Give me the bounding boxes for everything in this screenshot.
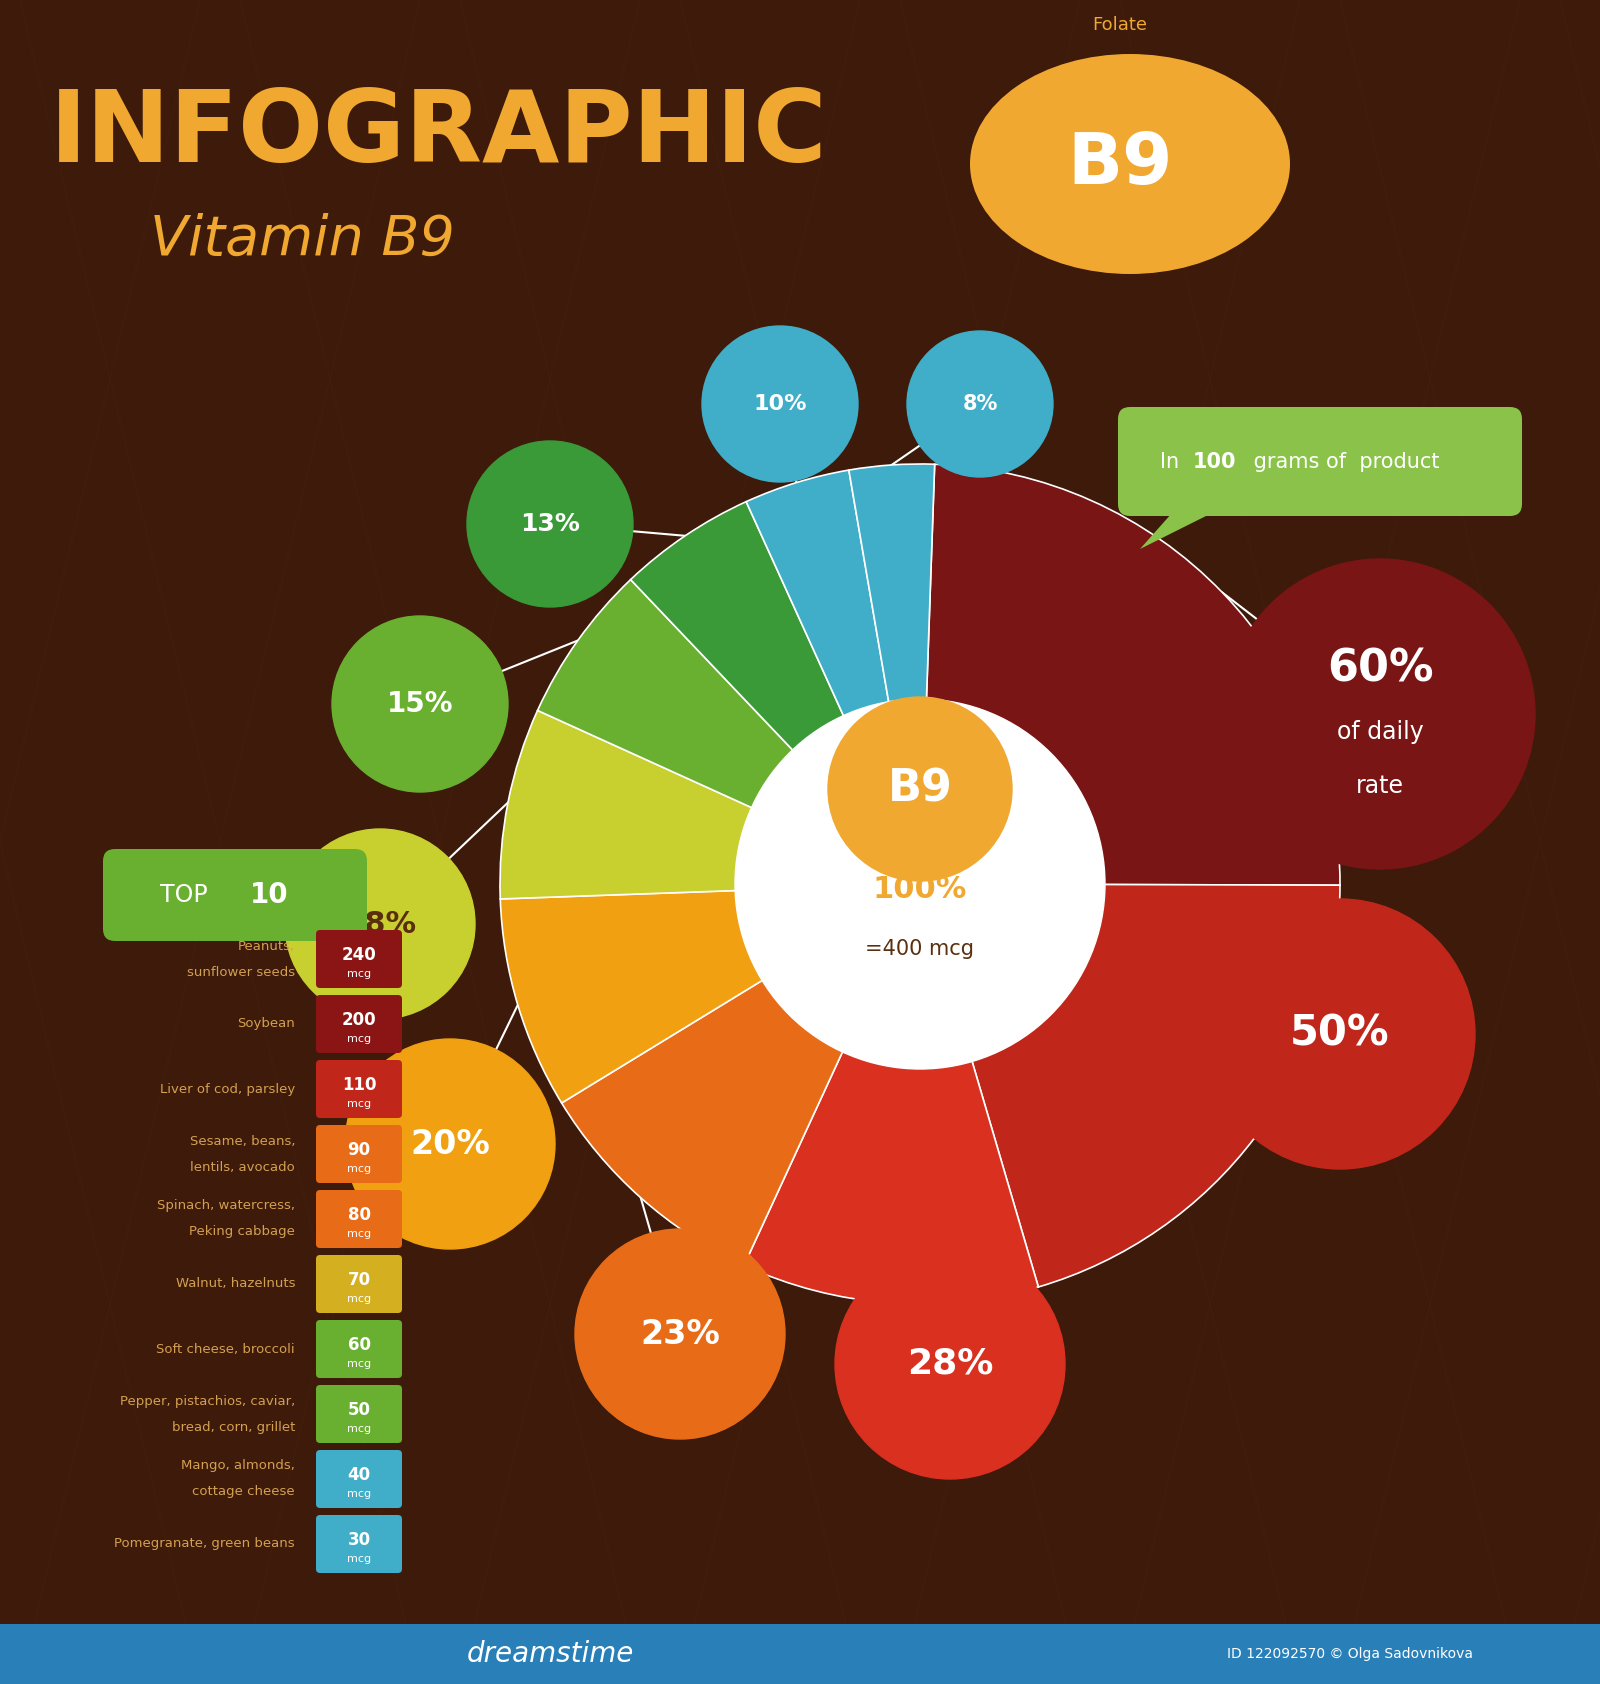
Text: of daily: of daily [1336,721,1424,744]
Text: 28%: 28% [907,1347,994,1381]
Text: mcg: mcg [347,1359,371,1369]
FancyBboxPatch shape [102,849,366,941]
Text: 18%: 18% [344,909,416,938]
Wedge shape [630,502,920,884]
Text: 50%: 50% [1290,1014,1390,1054]
Text: 10: 10 [250,881,288,909]
Circle shape [574,1229,786,1440]
Text: 80: 80 [347,1206,371,1224]
Text: Walnut, hazelnuts: Walnut, hazelnuts [176,1278,294,1290]
FancyBboxPatch shape [1118,408,1522,515]
Text: grams of  product: grams of product [1246,451,1440,472]
Wedge shape [850,465,934,884]
Text: 200: 200 [342,1010,376,1029]
Circle shape [907,332,1053,477]
Text: 70: 70 [347,1271,371,1288]
FancyBboxPatch shape [317,930,402,989]
Text: B9: B9 [888,768,952,810]
Polygon shape [1139,504,1230,549]
Text: mcg: mcg [347,1425,371,1435]
Text: =400 mcg: =400 mcg [866,940,974,958]
Circle shape [285,829,475,1019]
Circle shape [1226,559,1534,869]
Text: 30: 30 [347,1531,371,1549]
Text: mcg: mcg [347,1229,371,1239]
Circle shape [467,441,634,606]
FancyBboxPatch shape [317,1125,402,1182]
Text: Mango, almonds,: Mango, almonds, [181,1460,294,1472]
Text: mcg: mcg [347,1293,371,1303]
Text: B9: B9 [1067,130,1173,199]
Text: Vitamin B9: Vitamin B9 [150,212,454,266]
Text: 60: 60 [347,1335,371,1354]
Text: 23%: 23% [640,1317,720,1351]
Text: rate: rate [1357,775,1405,798]
Text: sunflower seeds: sunflower seeds [187,965,294,978]
Circle shape [333,616,509,791]
Text: Peanuts,: Peanuts, [238,940,294,953]
Wedge shape [744,884,1038,1303]
Text: 10%: 10% [754,394,806,414]
Text: Soft cheese, broccoli: Soft cheese, broccoli [157,1342,294,1356]
Text: 100: 100 [1194,451,1237,472]
Wedge shape [562,884,920,1265]
Text: Folate: Folate [1093,17,1147,34]
Wedge shape [746,470,920,884]
Text: Sesame, beans,: Sesame, beans, [189,1135,294,1147]
FancyBboxPatch shape [317,1384,402,1443]
Text: Pomegranate, green beans: Pomegranate, green beans [114,1537,294,1551]
Text: dreamstime: dreamstime [466,1640,634,1667]
Circle shape [346,1039,555,1250]
Wedge shape [538,579,920,884]
FancyBboxPatch shape [317,1059,402,1118]
Text: In: In [1160,451,1186,472]
FancyBboxPatch shape [317,1516,402,1573]
Wedge shape [501,884,920,1103]
Text: 8%: 8% [962,394,998,414]
Text: mcg: mcg [347,1164,371,1174]
Text: 50: 50 [347,1401,371,1420]
Text: mcg: mcg [347,1100,371,1110]
Circle shape [835,1250,1066,1479]
Text: cottage cheese: cottage cheese [192,1485,294,1499]
Wedge shape [920,884,1339,1287]
Text: 110: 110 [342,1076,376,1095]
Text: 240: 240 [342,946,376,963]
Text: 90: 90 [347,1142,371,1159]
Text: Peking cabbage: Peking cabbage [189,1226,294,1238]
Text: lentils, avocado: lentils, avocado [190,1160,294,1174]
Text: bread, corn, grillet: bread, corn, grillet [171,1421,294,1433]
Text: Liver of cod, parsley: Liver of cod, parsley [160,1083,294,1096]
Text: 20%: 20% [410,1128,490,1160]
Text: mcg: mcg [347,1489,371,1499]
FancyBboxPatch shape [317,1450,402,1507]
Text: mcg: mcg [347,1034,371,1044]
Text: Pepper, pistachios, caviar,: Pepper, pistachios, caviar, [120,1394,294,1408]
Text: 60%: 60% [1326,648,1434,690]
Circle shape [702,327,858,482]
Circle shape [1205,899,1475,1169]
Text: 100%: 100% [874,874,966,904]
Text: INFOGRAPHIC: INFOGRAPHIC [50,86,827,182]
FancyBboxPatch shape [317,1255,402,1314]
Text: mcg: mcg [347,968,371,978]
Text: ID 122092570 © Olga Sadovnikova: ID 122092570 © Olga Sadovnikova [1227,1647,1474,1660]
Text: Soybean: Soybean [237,1017,294,1031]
FancyBboxPatch shape [317,995,402,1052]
Circle shape [829,697,1011,881]
Ellipse shape [970,54,1290,274]
Text: mcg: mcg [347,1554,371,1564]
FancyBboxPatch shape [317,1191,402,1248]
Text: 15%: 15% [387,690,453,717]
Wedge shape [920,465,1339,886]
Text: TOP: TOP [160,882,208,908]
Wedge shape [501,711,920,899]
Text: 40: 40 [347,1467,371,1484]
Bar [0,1623,1600,1684]
Text: Spinach, watercress,: Spinach, watercress, [157,1199,294,1212]
Circle shape [734,699,1106,1069]
Text: 13%: 13% [520,512,579,536]
FancyBboxPatch shape [317,1320,402,1378]
